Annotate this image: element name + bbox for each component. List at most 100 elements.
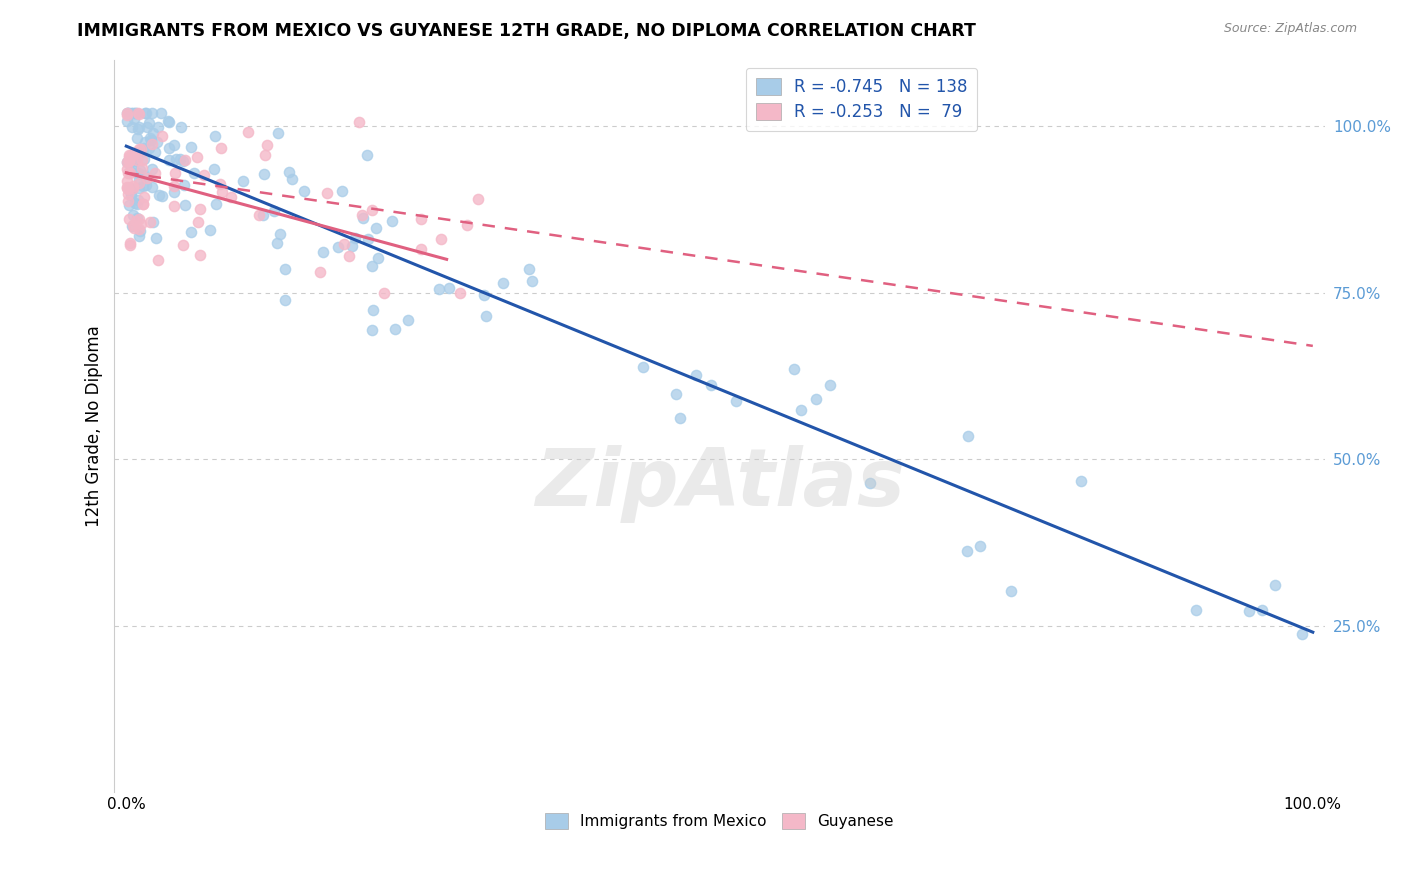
Point <box>122 106 145 120</box>
Point <box>381 214 404 228</box>
Point <box>139 131 162 145</box>
Point <box>117 106 139 120</box>
Point <box>124 196 146 211</box>
Text: IMMIGRANTS FROM MEXICO VS GUYANESE 12TH GRADE, NO DIPLOMA CORRELATION CHART: IMMIGRANTS FROM MEXICO VS GUYANESE 12TH … <box>77 22 976 40</box>
Point <box>134 106 156 120</box>
Point <box>121 219 143 234</box>
Point <box>267 126 290 140</box>
Point <box>125 153 148 167</box>
Point <box>163 199 186 213</box>
Point <box>187 215 209 229</box>
Point <box>128 212 150 227</box>
Point <box>117 106 139 120</box>
Point <box>120 106 142 120</box>
Point <box>439 281 461 295</box>
Point <box>124 145 146 160</box>
Point <box>127 122 149 136</box>
Point <box>121 120 143 135</box>
Point <box>118 211 141 226</box>
Point <box>188 202 211 217</box>
Point <box>361 302 384 317</box>
Point <box>352 211 374 225</box>
Point <box>347 115 370 129</box>
Point <box>120 148 142 162</box>
Point <box>790 403 813 417</box>
Point <box>1291 626 1313 640</box>
Point <box>180 225 202 239</box>
Point <box>183 166 205 180</box>
Point <box>117 161 139 176</box>
Point <box>134 135 156 149</box>
Point <box>150 189 173 203</box>
Point <box>117 180 139 194</box>
Point <box>361 322 384 336</box>
Point <box>129 163 152 178</box>
Point <box>132 196 155 211</box>
Point <box>292 185 315 199</box>
Point <box>157 153 180 167</box>
Point <box>127 106 149 120</box>
Point <box>129 224 152 238</box>
Point <box>117 182 139 196</box>
Point <box>146 252 169 267</box>
Point <box>122 208 145 222</box>
Point <box>150 106 173 120</box>
Point <box>125 213 148 227</box>
Point <box>141 137 163 152</box>
Point <box>409 212 432 227</box>
Point <box>165 152 187 166</box>
Point <box>118 150 141 164</box>
Point <box>236 125 259 139</box>
Point <box>128 120 150 134</box>
Point <box>128 222 150 236</box>
Point <box>669 411 692 425</box>
Point <box>1250 603 1272 617</box>
Point <box>157 141 180 155</box>
Point <box>396 312 419 326</box>
Point <box>143 145 166 160</box>
Point <box>143 166 166 180</box>
Point <box>117 174 139 188</box>
Point <box>316 186 339 201</box>
Point <box>344 231 367 245</box>
Point <box>665 387 688 401</box>
Point <box>247 208 270 222</box>
Point <box>128 229 150 244</box>
Point <box>330 184 353 198</box>
Point <box>142 126 165 140</box>
Point <box>142 215 165 229</box>
Point <box>157 114 180 128</box>
Point <box>122 181 145 195</box>
Point <box>274 293 297 308</box>
Point <box>170 120 193 135</box>
Point <box>117 166 139 180</box>
Point <box>150 129 173 144</box>
Point <box>118 181 141 195</box>
Point <box>174 198 197 212</box>
Point <box>1264 578 1286 592</box>
Point <box>326 239 349 253</box>
Point <box>274 261 297 276</box>
Point <box>125 196 148 211</box>
Point <box>117 194 139 208</box>
Point <box>232 174 254 188</box>
Point <box>163 186 186 200</box>
Point <box>120 187 142 202</box>
Point <box>141 161 163 176</box>
Point <box>263 203 285 218</box>
Point <box>157 115 180 129</box>
Point <box>127 211 149 225</box>
Point <box>522 274 544 288</box>
Point <box>456 219 478 233</box>
Point <box>141 106 163 120</box>
Point <box>1000 583 1022 598</box>
Point <box>859 475 882 490</box>
Point <box>411 242 433 256</box>
Point <box>367 251 389 265</box>
Point <box>186 150 208 164</box>
Point <box>135 178 157 192</box>
Point <box>118 181 141 195</box>
Point <box>117 155 139 169</box>
Point <box>122 218 145 232</box>
Point <box>219 190 242 204</box>
